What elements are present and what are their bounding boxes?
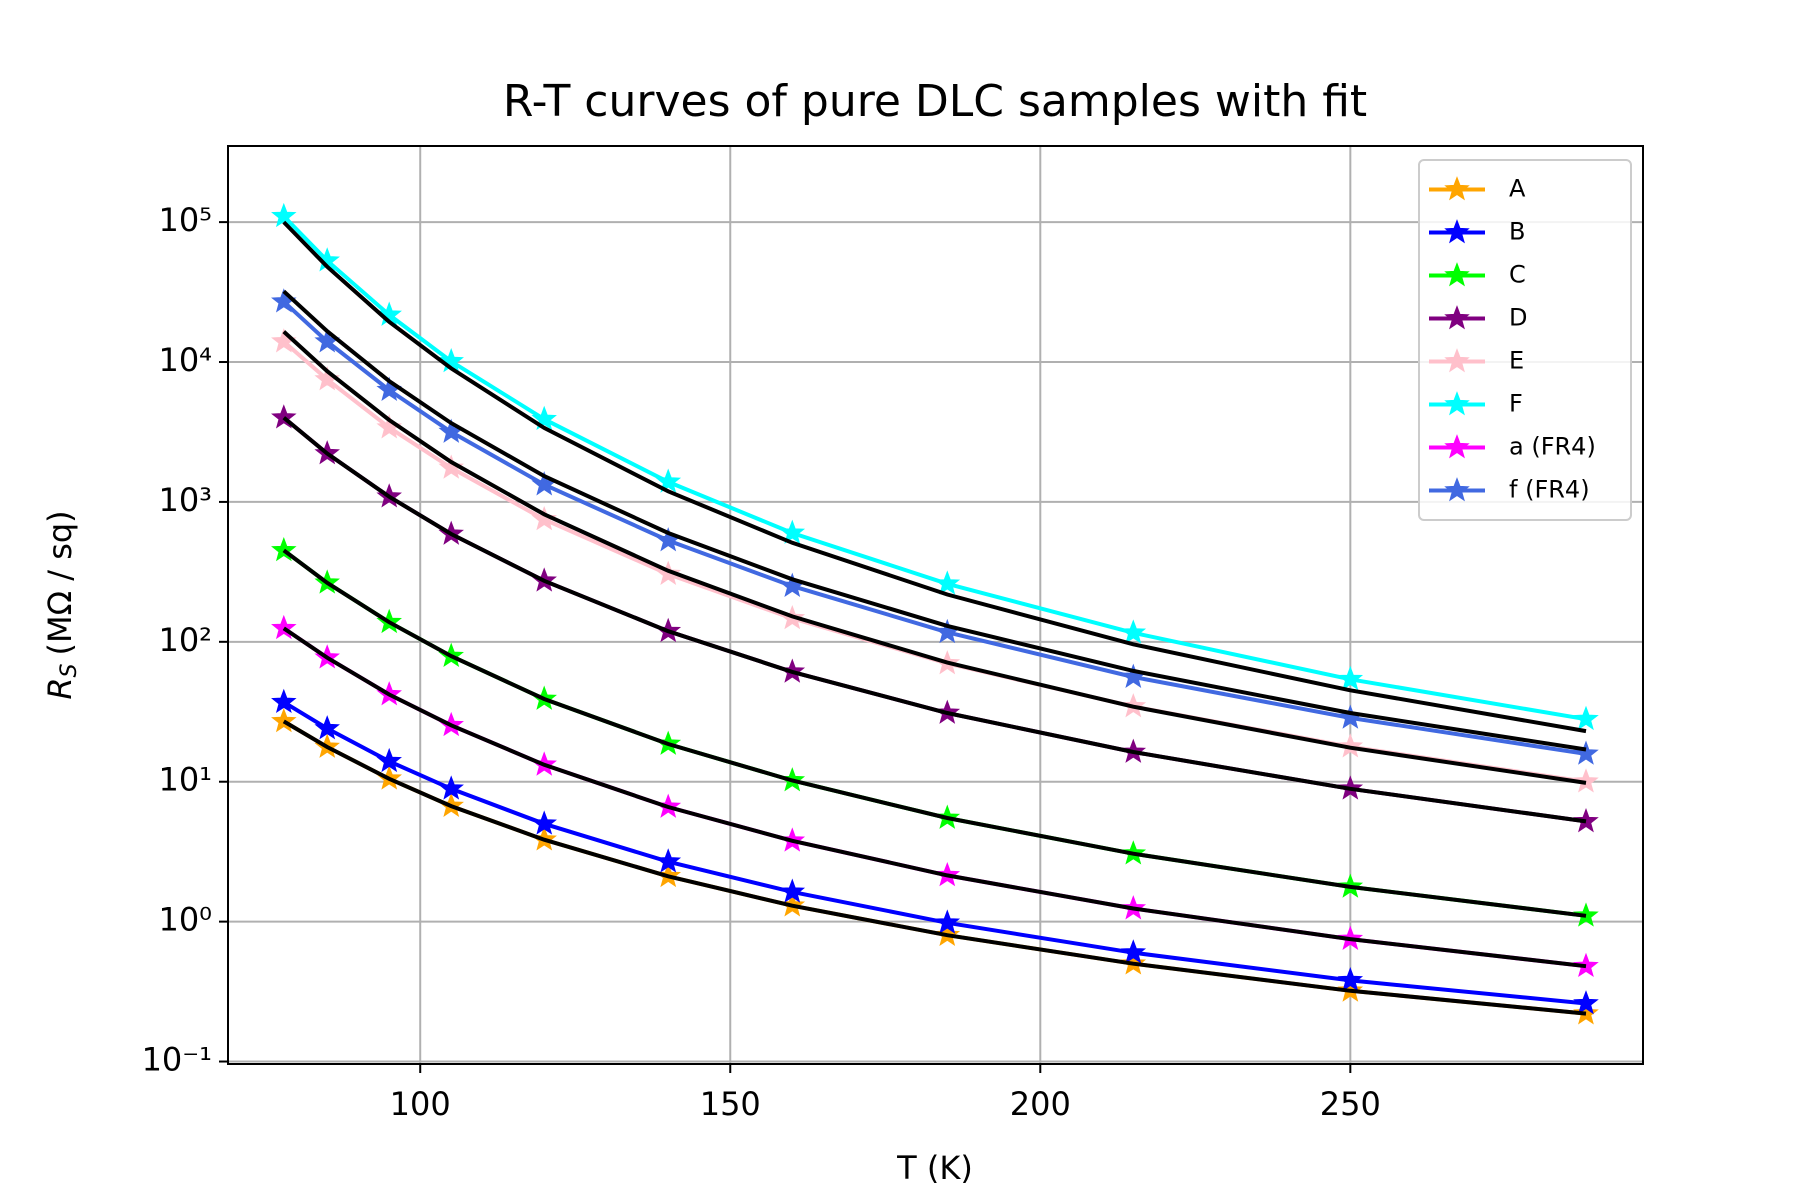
data-point [438,454,464,479]
y-label-symbol: R [41,677,79,699]
data-point [376,747,402,773]
data-point [438,775,464,800]
x-tick-label: 250 [1320,1085,1381,1123]
data-point [271,404,297,429]
data-point [655,468,682,493]
data-point [1120,939,1147,964]
legend-marker [1444,477,1470,502]
data-point [314,715,340,740]
fit-line [282,220,1587,734]
data-point [271,202,297,228]
y-tick-label: 10⁴ [158,341,212,379]
y-tick-label: 10¹ [158,761,212,799]
data-point [655,848,682,873]
data-point [271,688,297,714]
y-label-unit: (MΩ / sq) [41,510,79,655]
data-point [1573,990,1599,1015]
legend-label: D [1509,304,1527,332]
data-point [1337,665,1364,691]
data-point [1337,966,1364,992]
data-point [1337,733,1364,758]
data-point [934,570,961,595]
data-point [531,405,557,431]
legend-label: B [1509,218,1525,246]
fit-line [282,548,1587,918]
legend-marker [1444,262,1470,287]
fit-line [282,416,1587,824]
data-point [1573,705,1599,731]
legend-label: A [1509,175,1526,203]
legend-marker [1444,434,1470,459]
fit-line [282,330,1587,785]
legend-label: C [1509,261,1526,289]
fit-line [282,289,1587,752]
x-tick-label: 200 [1010,1085,1071,1123]
legend-label: f (FR4) [1509,476,1590,504]
y-tick-label: 10⁵ [158,201,212,239]
data-point [271,707,297,733]
legend-label: a (FR4) [1509,433,1596,461]
y-tick-label: 10² [158,621,212,659]
data-point [779,519,806,544]
data-point [531,810,557,835]
y-tick-label: 10⁰ [158,901,212,939]
legend-label: F [1509,390,1523,418]
data-point [531,505,557,531]
fit-line [282,626,1587,969]
data-point [271,614,297,640]
x-tick-label: 100 [390,1085,451,1123]
legend-box [1418,159,1632,521]
data-point [1573,768,1599,793]
legend-marker [1444,348,1470,373]
data-point [1120,619,1147,644]
legend-marker [1444,391,1470,416]
chart-title: R-T curves of pure DLC samples with fit [503,76,1367,127]
plot-frame [227,145,1644,1065]
y-tick-label: 10⁻¹ [142,1041,212,1079]
data-point [271,536,297,562]
legend-marker [1444,219,1470,244]
legend-label: E [1509,347,1524,375]
data-point [779,878,806,903]
legend-marker [1444,176,1470,201]
data-point [655,560,682,585]
plot-area [271,202,1599,1025]
y-label-subscript: S [57,663,82,677]
x-axis-label: T (K) [896,1149,973,1187]
y-axis-label: RS (MΩ / sq) [41,510,82,699]
fit-line [282,719,1587,1016]
y-tick-label: 10³ [158,481,212,519]
legend-marker [1444,305,1470,330]
data-point [934,909,961,934]
x-tick-label: 150 [700,1085,761,1123]
